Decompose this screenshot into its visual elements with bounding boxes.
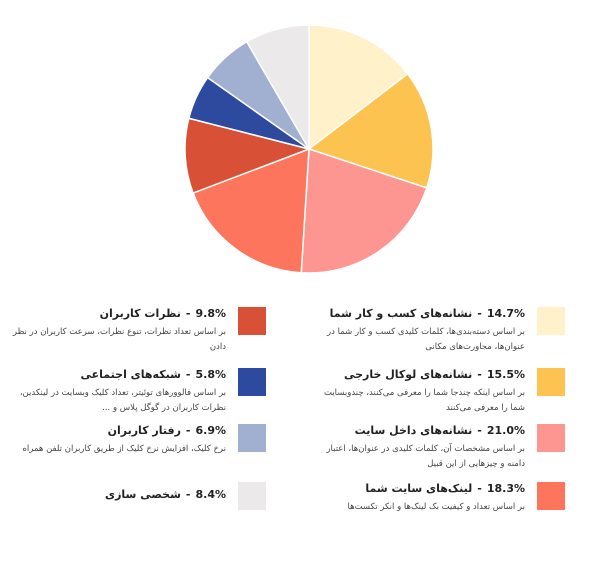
legend-swatch — [537, 424, 565, 452]
legend-label: لینک‌های سایت شما — [365, 482, 473, 495]
legend-percent: 18.3% — [486, 482, 525, 495]
legend-description: بر اساس مشخصات آن، کلمات کلیدی در عنوان‌… — [326, 444, 525, 469]
legend-label: رفتار کاربران — [107, 424, 181, 437]
legend-item-site-links: 18.3%-لینک‌های سایت شما بر اساس تعداد و … — [307, 482, 565, 534]
legend-label: نشانه‌های لوکال خارجی — [343, 368, 473, 381]
legend-label: شبکه‌های اجتماعی — [80, 368, 181, 381]
legend-item-external-local-signals: 15.5%-نشانه‌های لوکال خارجی بر اساس اینک… — [307, 368, 565, 420]
legend-percent: 8.4% — [195, 488, 226, 501]
legend-label: شخصی سازی — [105, 488, 181, 501]
legend-item-business-signals: 14.7%-نشانه‌های کسب و کار شما بر اساس دس… — [307, 307, 565, 359]
pie-slice-business — [308, 24, 409, 151]
legend-percent: 21.0% — [486, 424, 525, 437]
legend-swatch — [537, 307, 565, 335]
legend-percent: 5.8% — [195, 368, 226, 381]
pie-slice-user-reviews — [184, 117, 312, 194]
legend-label: نظرات کاربران — [99, 307, 181, 320]
legend-percent: 6.9% — [195, 424, 226, 437]
legend-item-personalization: 8.4%-شخصی سازی — [8, 482, 266, 534]
legend-percent: 15.5% — [486, 368, 525, 381]
pie-slice-personalization — [245, 24, 310, 152]
legend-swatch — [238, 307, 266, 335]
legend-item-user-behavior: 6.9%-رفتار کاربران نرخ کلیک، افزایش نرخ … — [8, 424, 266, 476]
legend-item-user-reviews: 9.8%-نظرات کاربران بر اساس تعداد نظرات، … — [8, 307, 266, 359]
legend-description: بر اساس دسته‌بندی‌ها، کلمات کلیدی کسب و … — [327, 327, 525, 352]
legend-description: بر اساس تعداد نظرات، تنوع نظرات، سرعت کا… — [12, 327, 226, 352]
legend-description: نرخ کلیک، افزایش نرخ کلیک از طریق کاربرا… — [22, 444, 226, 454]
legend-swatch — [238, 424, 266, 452]
pie-chart — [184, 24, 434, 274]
legend-item-social-networks: 5.8%-شبکه‌های اجتماعی بر اساس فالوورهای … — [8, 368, 266, 420]
legend-percent: 14.7% — [486, 307, 525, 320]
pie-slice-on-site — [300, 147, 428, 274]
legend-description: بر اساس اینکه چندجا شما را معرفی می‌کنند… — [323, 388, 525, 413]
pie-slice-site-links — [192, 147, 310, 274]
legend-label: نشانه‌های کسب و کار شما — [329, 307, 473, 320]
legend-description: بر اساس فالوورهای توئیتر، تعداد کلیک وبس… — [19, 388, 226, 413]
legend-percent: 9.8% — [195, 307, 226, 320]
legend-swatch — [537, 482, 565, 510]
legend-swatch — [238, 482, 266, 510]
legend-label: نشانه‌های داخل سایت — [354, 424, 473, 437]
legend-item-on-site-signals: 21.0%-نشانه‌های داخل سایت بر اساس مشخصات… — [307, 424, 565, 476]
pie-slice-external-local — [307, 72, 434, 189]
legend-swatch — [537, 368, 565, 396]
legend-swatch — [238, 368, 266, 396]
legend-description: بر اساس تعداد و کیفیت بک لینک‌ها و انکر … — [347, 502, 525, 512]
